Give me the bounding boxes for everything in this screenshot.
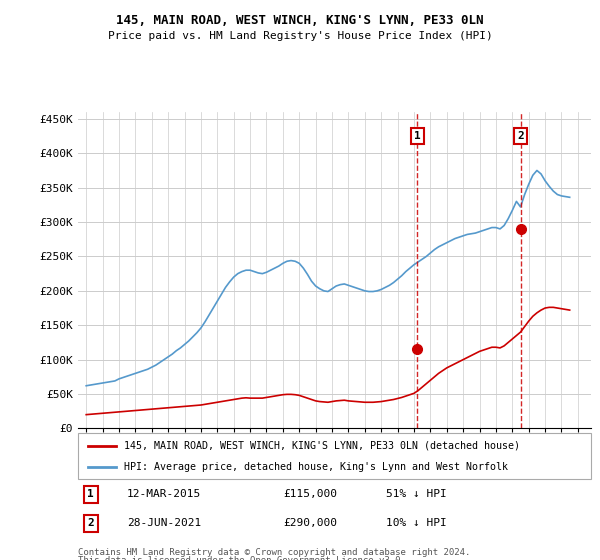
Text: This data is licensed under the Open Government Licence v3.0.: This data is licensed under the Open Gov… — [78, 556, 406, 560]
Text: 145, MAIN ROAD, WEST WINCH, KING'S LYNN, PE33 0LN (detached house): 145, MAIN ROAD, WEST WINCH, KING'S LYNN,… — [124, 441, 520, 451]
Text: 12-MAR-2015: 12-MAR-2015 — [127, 489, 201, 500]
Text: 10% ↓ HPI: 10% ↓ HPI — [386, 519, 446, 529]
Text: 1: 1 — [88, 489, 94, 500]
Text: 51% ↓ HPI: 51% ↓ HPI — [386, 489, 446, 500]
Text: 28-JUN-2021: 28-JUN-2021 — [127, 519, 201, 529]
Text: 2: 2 — [88, 519, 94, 529]
Text: Price paid vs. HM Land Registry's House Price Index (HPI): Price paid vs. HM Land Registry's House … — [107, 31, 493, 41]
Text: £290,000: £290,000 — [283, 519, 337, 529]
Text: 145, MAIN ROAD, WEST WINCH, KING'S LYNN, PE33 0LN: 145, MAIN ROAD, WEST WINCH, KING'S LYNN,… — [116, 14, 484, 27]
Text: 1: 1 — [414, 131, 421, 141]
Text: HPI: Average price, detached house, King's Lynn and West Norfolk: HPI: Average price, detached house, King… — [124, 463, 508, 472]
Text: £115,000: £115,000 — [283, 489, 337, 500]
Text: Contains HM Land Registry data © Crown copyright and database right 2024.: Contains HM Land Registry data © Crown c… — [78, 548, 470, 557]
FancyBboxPatch shape — [78, 433, 591, 479]
Text: 2: 2 — [517, 131, 524, 141]
